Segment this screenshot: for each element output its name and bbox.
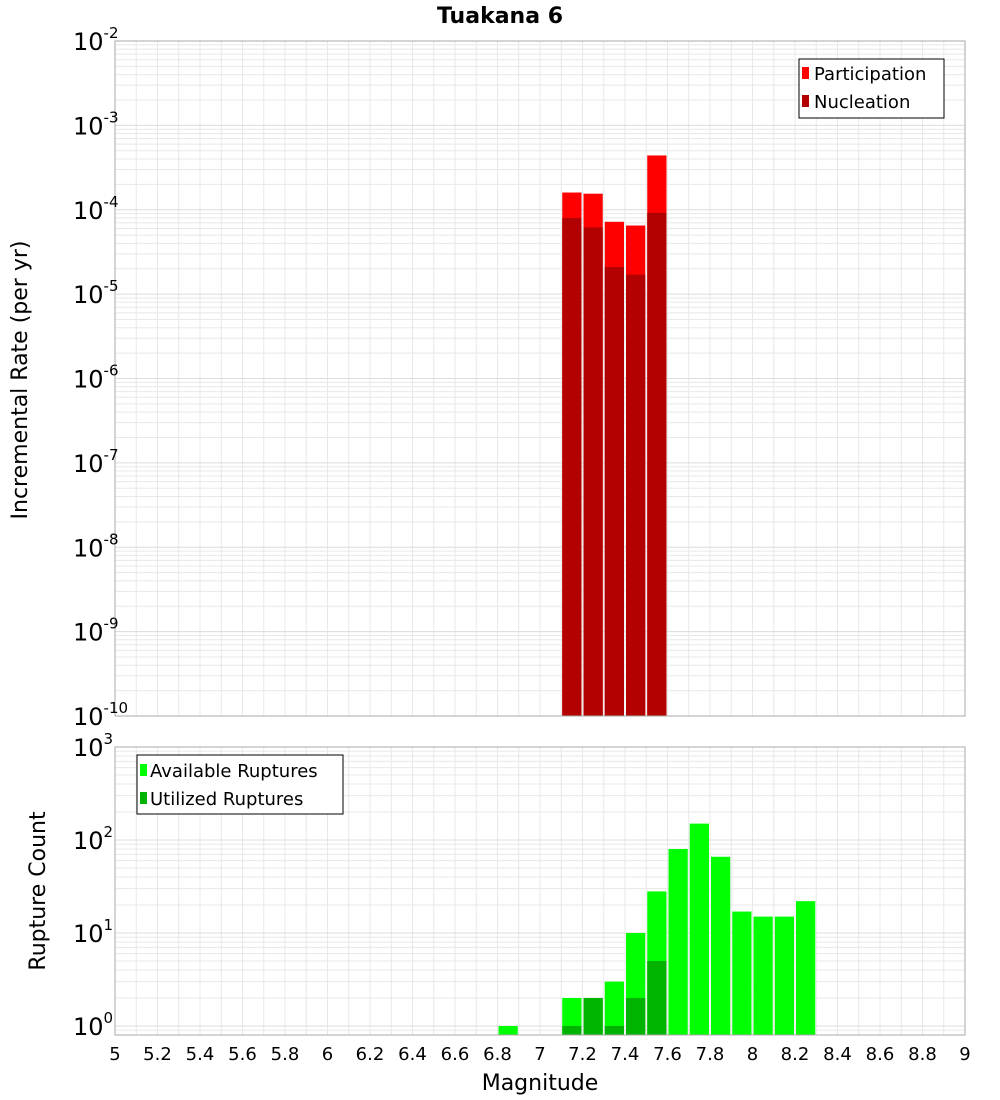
top-bars	[562, 155, 667, 717]
x-tick-label: 8.4	[823, 1044, 852, 1065]
y-tick-label: 10-8	[73, 530, 119, 562]
top-gridlines	[114, 41, 966, 717]
chart-title: Tuakana 6	[437, 4, 563, 29]
participation-legend-label: Participation	[814, 64, 926, 85]
utilized-ruptures-bar	[626, 997, 646, 1035]
available-ruptures-bar	[711, 856, 731, 1035]
available-legend-label: Available Ruptures	[150, 761, 318, 782]
y-tick-label: 101	[73, 916, 113, 948]
x-tick-label: 5.2	[143, 1044, 172, 1065]
x-tick-label: 6.6	[441, 1044, 470, 1065]
participation-legend-swatch	[802, 67, 809, 79]
x-axis-label: Magnitude	[482, 1071, 599, 1096]
available-ruptures-bar	[796, 901, 816, 1035]
available-ruptures-bar	[753, 916, 773, 1035]
top-legend-box	[798, 58, 945, 119]
y-tick-label: 103	[73, 730, 113, 762]
top-y-axis-label: Incremental Rate (per yr)	[8, 241, 33, 520]
bottom-x-ticks: 5 5.2 5.4 5.6 5.8 6 6.2 6.4 6.6 6.8 7 7.2 7.4 7.6 7.8 8…	[109, 1044, 970, 1065]
x-tick-label: 8	[747, 1044, 758, 1065]
nucleation-legend-swatch	[802, 95, 809, 107]
x-tick-label: 8.8	[908, 1044, 937, 1065]
bottom-plot-frame	[114, 746, 966, 1036]
bottom-bars	[498, 823, 816, 1035]
x-tick-label: 5.6	[228, 1044, 257, 1065]
x-tick-label: 7.2	[568, 1044, 597, 1065]
y-tick-label: 10-4	[73, 193, 119, 225]
x-tick-label: 7	[534, 1044, 545, 1065]
y-tick-label: 10-5	[73, 277, 119, 309]
utilized-legend-label: Utilized Ruptures	[150, 789, 303, 810]
utilized-ruptures-bar	[647, 960, 667, 1035]
x-tick-label: 5	[109, 1044, 120, 1065]
available-ruptures-bar	[774, 916, 794, 1035]
x-tick-label: 9	[959, 1044, 970, 1065]
available-legend-swatch	[140, 764, 147, 776]
y-tick-label: 10-2	[73, 24, 119, 56]
utilized-ruptures-bar	[562, 1025, 582, 1035]
x-tick-label: 5.4	[186, 1044, 215, 1065]
nucleation-bar	[626, 274, 646, 716]
nucleation-bar	[562, 217, 582, 716]
top-y-ticks: 10-10 10-9 10-8 10-7 10-6 10-5 10-4 10-3 10-2	[73, 24, 128, 731]
top-panel: 10-10 10-9 10-8 10-7 10-6 10-5 10-4 10-3 10-2 In…	[8, 24, 966, 731]
y-tick-label: 100	[73, 1009, 113, 1041]
x-tick-label: 6.8	[483, 1044, 512, 1065]
utilized-legend-swatch	[140, 792, 147, 804]
available-ruptures-bar	[732, 911, 752, 1035]
available-ruptures-bar	[604, 981, 624, 1035]
y-tick-label: 10-7	[73, 446, 119, 478]
y-tick-label: 10-9	[73, 615, 119, 647]
x-tick-label: 6	[322, 1044, 333, 1065]
available-ruptures-bar	[668, 849, 688, 1035]
nucleation-bar	[647, 212, 667, 716]
utilized-ruptures-bar	[583, 997, 603, 1035]
x-tick-label: 8.2	[781, 1044, 810, 1065]
utilized-ruptures-bar	[604, 1025, 624, 1035]
available-ruptures-bar	[562, 997, 582, 1035]
bottom-gridlines	[114, 747, 966, 1036]
available-ruptures-bar	[689, 823, 709, 1035]
bottom-legend: Available Ruptures Utilized Ruptures	[136, 754, 344, 815]
nucleation-bar	[583, 227, 603, 716]
x-tick-label: 6.2	[356, 1044, 385, 1065]
bottom-y-axis-label: Rupture Count	[26, 811, 51, 971]
nucleation-legend-label: Nucleation	[814, 92, 910, 113]
y-tick-label: 10-10	[73, 699, 128, 731]
y-tick-label: 10-3	[73, 108, 119, 140]
available-ruptures-bar	[498, 1025, 518, 1035]
bottom-y-ticks: 100 101 102 103	[73, 730, 113, 1041]
y-tick-label: 102	[73, 823, 113, 855]
bottom-panel: 100 101 102 103 5 5.2 5.4 5.6 5.8 6 6.2 6.4 6.6 6.8 7…	[26, 730, 971, 1096]
x-tick-label: 7.8	[696, 1044, 725, 1065]
x-tick-label: 8.6	[866, 1044, 895, 1065]
y-tick-label: 10-6	[73, 362, 119, 394]
nucleation-bar	[604, 266, 624, 716]
x-tick-label: 5.8	[271, 1044, 300, 1065]
top-plot-frame	[114, 40, 966, 717]
top-legend: Participation Nucleation	[798, 58, 945, 119]
x-tick-label: 7.6	[653, 1044, 682, 1065]
x-tick-label: 7.4	[611, 1044, 640, 1065]
x-tick-label: 6.4	[398, 1044, 427, 1065]
bottom-legend-box	[136, 754, 344, 815]
